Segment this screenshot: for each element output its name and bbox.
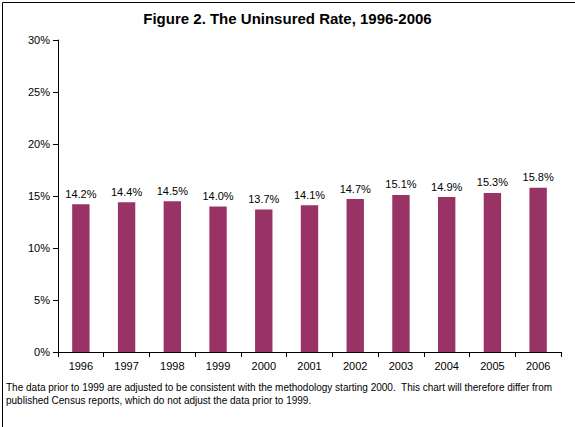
svg-text:published Census reports, whic: published Census reports, which do not a… bbox=[6, 395, 311, 406]
svg-text:13.7%: 13.7% bbox=[248, 193, 279, 205]
svg-text:25%: 25% bbox=[28, 86, 50, 98]
svg-text:14.0%: 14.0% bbox=[202, 190, 233, 202]
svg-text:14.9%: 14.9% bbox=[431, 181, 462, 193]
svg-text:2001: 2001 bbox=[297, 360, 321, 372]
svg-text:2006: 2006 bbox=[526, 360, 550, 372]
svg-text:2005: 2005 bbox=[480, 360, 504, 372]
svg-text:Figure 2. The Uninsured Rate,: Figure 2. The Uninsured Rate, 1996-2006 bbox=[143, 10, 431, 27]
svg-text:14.5%: 14.5% bbox=[157, 185, 188, 197]
svg-text:20%: 20% bbox=[28, 138, 50, 150]
svg-text:The data prior to 1999 are adj: The data prior to 1999 are adjusted to b… bbox=[6, 382, 555, 393]
svg-text:14.1%: 14.1% bbox=[294, 189, 325, 201]
svg-text:15.8%: 15.8% bbox=[523, 171, 554, 183]
svg-text:15.1%: 15.1% bbox=[385, 178, 416, 190]
svg-text:1998: 1998 bbox=[160, 360, 184, 372]
svg-text:30%: 30% bbox=[28, 34, 50, 46]
svg-text:2004: 2004 bbox=[434, 360, 458, 372]
svg-text:0%: 0% bbox=[34, 346, 50, 358]
svg-text:10%: 10% bbox=[28, 242, 50, 254]
svg-text:2002: 2002 bbox=[343, 360, 367, 372]
svg-text:14.2%: 14.2% bbox=[65, 188, 96, 200]
svg-text:2000: 2000 bbox=[252, 360, 276, 372]
svg-text:5%: 5% bbox=[34, 294, 50, 306]
svg-text:15%: 15% bbox=[28, 190, 50, 202]
svg-text:1999: 1999 bbox=[206, 360, 230, 372]
svg-text:14.4%: 14.4% bbox=[111, 186, 142, 198]
svg-text:15.3%: 15.3% bbox=[477, 176, 508, 188]
svg-text:2003: 2003 bbox=[389, 360, 413, 372]
svg-text:1997: 1997 bbox=[114, 360, 138, 372]
svg-text:1996: 1996 bbox=[69, 360, 93, 372]
svg-text:14.7%: 14.7% bbox=[340, 183, 371, 195]
